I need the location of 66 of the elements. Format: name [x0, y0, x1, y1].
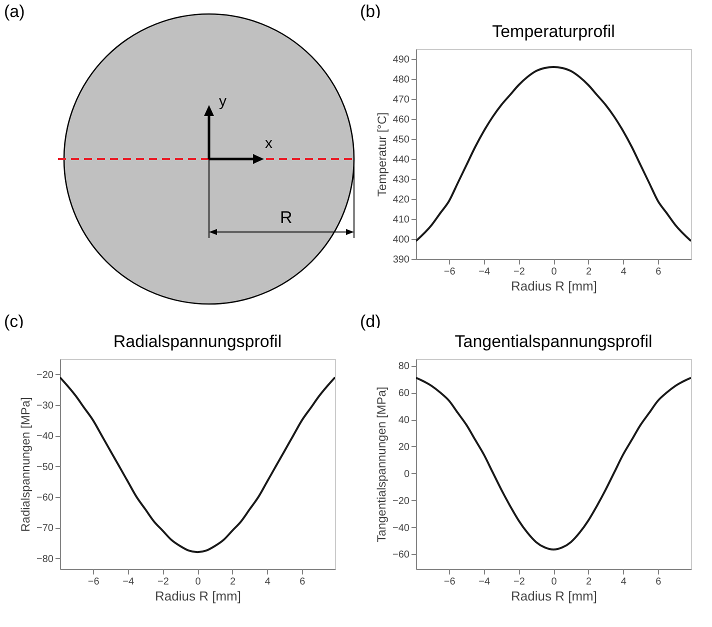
y-tick-label: 430: [392, 174, 410, 186]
text: (b): [360, 2, 381, 22]
text: (c): [4, 312, 24, 332]
x-tick-label: 2: [586, 576, 592, 588]
y-tick-label: 420: [392, 194, 410, 206]
y-tick-label: −80: [36, 554, 54, 565]
y-tick-label: 410: [392, 214, 410, 226]
y-tick-label: 80: [398, 361, 410, 372]
y-tick-label: 470: [392, 94, 410, 106]
x-tick-label: 4: [620, 266, 627, 278]
x-tick-label: 2: [586, 266, 592, 278]
chart-title: Temperaturprofil: [492, 22, 615, 41]
x-axis-title: Radius R [mm]: [511, 278, 597, 294]
x-tick-label: 4: [264, 576, 271, 588]
y-tick-label: 490: [392, 54, 410, 66]
y-tick-label: 0: [404, 468, 410, 480]
chart-title: Radialspannungsprofil: [113, 332, 282, 351]
y-tick-label: −70: [36, 523, 54, 534]
x-tick-label: 0: [195, 576, 202, 588]
x-tick-label: 4: [620, 576, 627, 588]
x-tick-label: −2: [157, 576, 170, 588]
line-series: [416, 376, 691, 550]
text: y: [219, 93, 227, 110]
y-tick-label: 60: [398, 388, 410, 400]
text: R: [280, 208, 292, 227]
chart-title: Tangentialspannungsprofil: [454, 332, 652, 351]
x-tick-label: −6: [444, 266, 456, 278]
x-tick-label: −2: [513, 266, 526, 278]
y-tick-label: −20: [36, 370, 54, 381]
text: (a): [4, 2, 25, 22]
y-tick-label: −60: [392, 550, 410, 561]
y-tick-label: −40: [392, 522, 410, 534]
y-axis-title: Temperatur [°C]: [374, 112, 389, 197]
y-tick-label: 20: [398, 442, 410, 453]
y-tick-label: −40: [36, 431, 54, 442]
x-tick-label: 6: [656, 266, 662, 278]
y-tick-label: −20: [392, 496, 410, 507]
y-tick-label: −30: [36, 400, 54, 412]
y-axis-title: Tangentialspannungen [MPa]: [374, 386, 389, 542]
y-tick-label: 40: [398, 415, 410, 426]
x-tick-label: 2: [230, 576, 236, 588]
x-axis-title: Radius R [mm]: [511, 588, 597, 604]
x-tick-label: 0: [551, 266, 558, 278]
x-tick-label: −6: [444, 576, 456, 588]
text: (d): [360, 312, 381, 332]
x-tick-label: 6: [300, 576, 306, 588]
x-tick-label: 0: [551, 576, 558, 588]
y-tick-label: 460: [392, 114, 410, 126]
x-tick-label: −2: [513, 576, 526, 588]
y-axis-title: Radialspannungen [MPa]: [18, 397, 33, 532]
line-series: [416, 66, 691, 242]
text: x: [265, 135, 273, 152]
x-tick-label: 6: [656, 576, 662, 588]
y-tick-label: −60: [36, 492, 54, 504]
y-tick-label: 400: [392, 234, 410, 246]
x-tick-label: −4: [122, 576, 135, 588]
x-tick-label: −4: [478, 266, 491, 278]
y-tick-label: −50: [36, 462, 54, 473]
y-tick-label: 480: [392, 74, 410, 86]
x-tick-label: −4: [478, 576, 491, 588]
y-tick-label: 390: [392, 254, 410, 266]
line-series: [60, 376, 335, 554]
y-tick-label: 450: [392, 134, 410, 146]
x-tick-label: −6: [88, 576, 100, 588]
y-tick-label: 440: [392, 154, 410, 166]
x-axis-title: Radius R [mm]: [155, 588, 241, 604]
